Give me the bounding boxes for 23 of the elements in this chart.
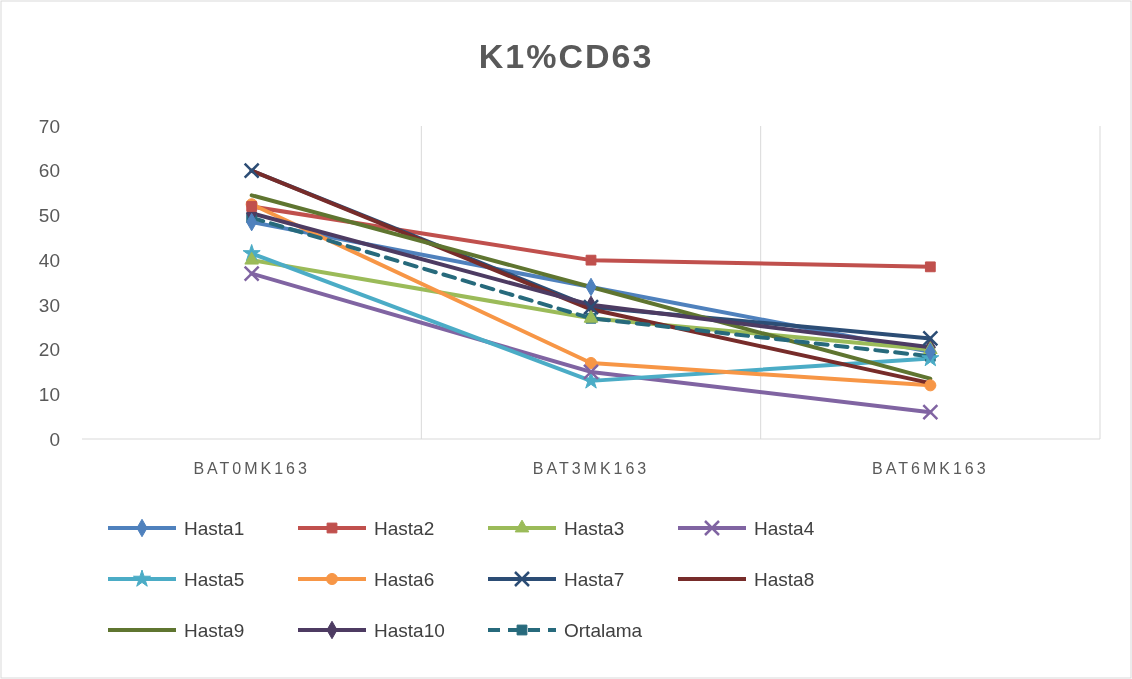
y-tick-label: 60 [38,160,60,182]
legend-label: Hasta5 [184,568,245,590]
y-tick-label: 20 [38,339,60,361]
y-tick-label: 70 [38,115,60,137]
chart-title: K1%CD63 [478,37,654,75]
y-tick-label: 40 [38,249,60,271]
x-tick-label: BAT0MK163 [193,460,310,477]
legend-label: Ortalama [564,619,643,641]
legend-label: Hasta10 [374,619,445,641]
legend-label: Hasta4 [754,517,815,539]
y-tick-label: 50 [38,205,60,227]
legend-label: Hasta2 [374,517,435,539]
y-tick-label: 30 [38,294,60,316]
legend-label: Hasta7 [564,568,625,590]
y-tick-label: 10 [38,383,60,405]
legend-label: Hasta1 [184,517,245,539]
y-tick-label: 0 [49,428,60,450]
legend-label: Hasta3 [564,517,625,539]
legend-label: Hasta9 [184,619,245,641]
legend-label: Hasta6 [374,568,435,590]
legend-label: Hasta8 [754,568,815,590]
x-tick-label: BAT6MK163 [872,460,989,477]
x-tick-label: BAT3MK163 [532,460,650,477]
